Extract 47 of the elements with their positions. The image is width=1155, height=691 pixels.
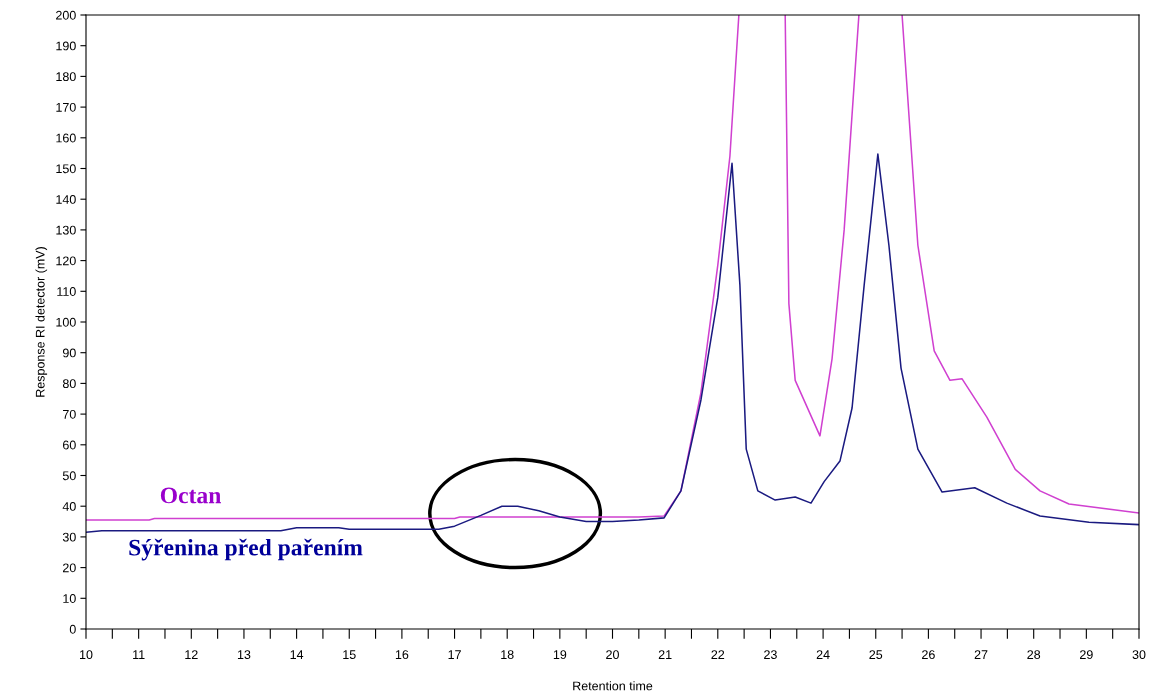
x-tick-label: 23 bbox=[764, 650, 777, 660]
y-tick-label: 170 bbox=[56, 102, 76, 112]
y-tick-label: 80 bbox=[62, 379, 76, 389]
y-tick-label: 90 bbox=[62, 348, 76, 358]
y-tick-label: 160 bbox=[56, 133, 76, 143]
y-tick-label: 20 bbox=[63, 563, 76, 573]
y-tick-label: 70 bbox=[63, 409, 76, 419]
y-tick-label: 190 bbox=[56, 41, 76, 51]
x-tick-label: 26 bbox=[922, 650, 935, 660]
y-tick-label: 30 bbox=[62, 532, 76, 542]
x-tick-label: 13 bbox=[237, 650, 251, 660]
x-tick-label: 17 bbox=[448, 650, 461, 659]
line-series bbox=[86, 153, 1139, 534]
x-tick-label: 10 bbox=[80, 650, 93, 660]
x-tick-label: 12 bbox=[185, 650, 198, 659]
y-tick-label: 180 bbox=[56, 72, 76, 82]
y-tick-label: 10 bbox=[63, 594, 76, 603]
y-axis-title: Response RI detector (mV) bbox=[35, 247, 48, 397]
y-tick-label: 200 bbox=[56, 10, 76, 20]
y-tick-label: 120 bbox=[56, 256, 76, 266]
y-tick-label: 140 bbox=[56, 195, 76, 204]
x-tick-label: 30 bbox=[1132, 650, 1146, 660]
x-tick-label: 11 bbox=[133, 650, 145, 659]
x-tick-label: 25 bbox=[869, 650, 883, 660]
x-tick-label: 20 bbox=[606, 650, 619, 660]
y-tick-label: 150 bbox=[56, 164, 76, 174]
series-label: Octan bbox=[160, 487, 221, 504]
x-tick-label: 15 bbox=[343, 650, 356, 660]
x-tick-label: 18 bbox=[501, 650, 514, 660]
x-tick-label: 19 bbox=[553, 650, 567, 660]
x-tick-label: 24 bbox=[816, 650, 830, 659]
x-tick-label: 29 bbox=[1080, 650, 1093, 660]
x-tick-label: 21 bbox=[658, 650, 672, 659]
y-tick-label: 130 bbox=[56, 225, 76, 235]
x-tick-label: 27 bbox=[974, 650, 988, 659]
y-tick-label: 100 bbox=[56, 317, 76, 327]
x-tick-label: 16 bbox=[395, 650, 409, 660]
x-tick-label: 22 bbox=[711, 650, 725, 659]
series-label: Sýřenina před pařením bbox=[129, 538, 363, 561]
y-tick-label: 110 bbox=[57, 287, 76, 296]
y-tick-label: 50 bbox=[62, 471, 76, 481]
y-tick-label: 0 bbox=[69, 624, 76, 634]
x-axis-title: Retention time bbox=[573, 681, 653, 691]
y-tick-label: 60 bbox=[63, 440, 76, 450]
x-tick-label: 14 bbox=[290, 650, 304, 659]
y-tick-label: 40 bbox=[62, 502, 76, 511]
x-tick-label: 28 bbox=[1027, 650, 1041, 660]
